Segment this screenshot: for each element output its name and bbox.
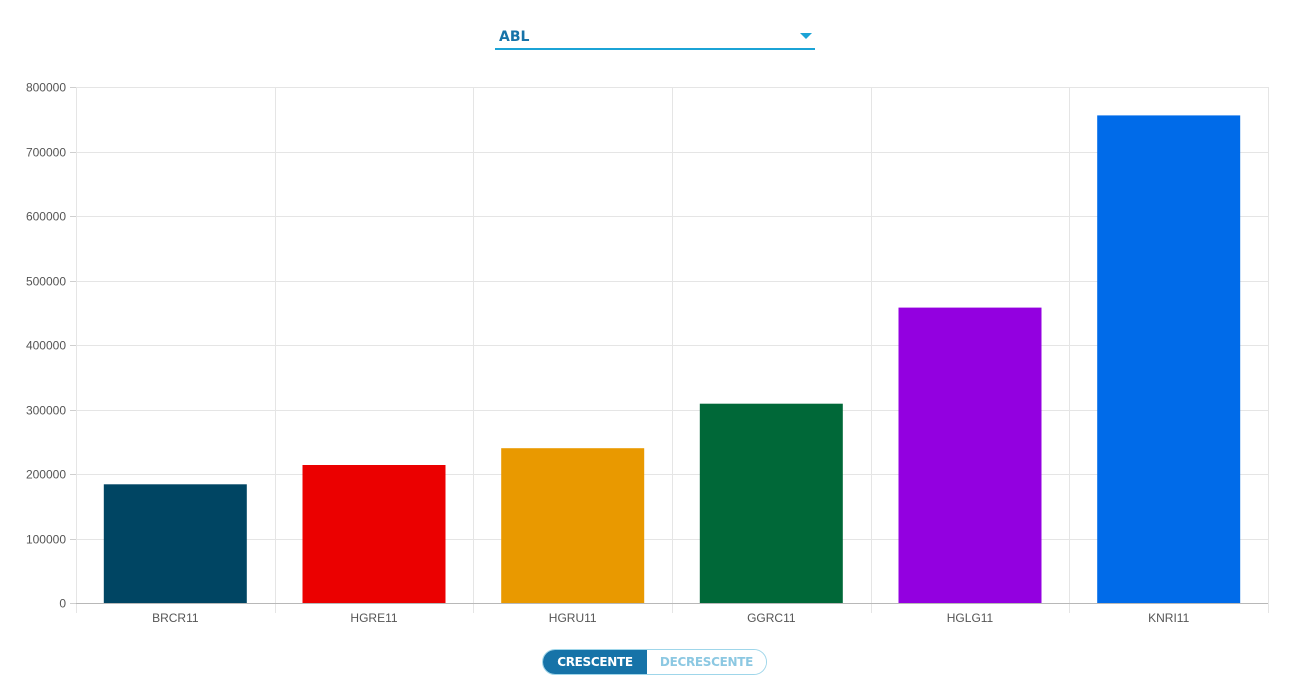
bar-chart: 0 100000 200000 300000 400000 500000 600000 700… [26, 81, 1269, 625]
bar-knri11 [1097, 115, 1241, 604]
y-tick-label: 100000 [26, 533, 66, 547]
x-tick-label: HGRE11 [350, 611, 397, 625]
x-tick-label: BRCR11 [152, 611, 199, 625]
y-tick-label: 400000 [26, 339, 66, 353]
y-tick-label: 500000 [26, 275, 66, 289]
y-tick-label: 0 [59, 597, 66, 611]
x-tick-label: HGRU11 [549, 611, 597, 625]
bar-hgru11 [501, 448, 645, 603]
bar-hglg11 [898, 307, 1042, 603]
y-tick-label: 300000 [26, 404, 66, 418]
bar-hgre11 [302, 465, 446, 603]
y-tick-label: 200000 [26, 468, 66, 482]
x-tick-label: KNRI11 [1148, 611, 1189, 625]
bar-ggrc11 [699, 403, 843, 603]
x-tick-label: GGRC11 [747, 611, 796, 625]
x-tick-label: HGLG11 [947, 611, 994, 625]
y-tick-label: 600000 [26, 210, 66, 224]
ascending-button[interactable]: CRESCENTE [543, 650, 647, 674]
y-tick-label: 700000 [26, 146, 66, 160]
sort-toggle: CRESCENTE DECRESCENTE [542, 649, 767, 675]
fund-selector-dropdown[interactable]: ABL [495, 24, 815, 50]
bar-brcr11 [103, 484, 247, 603]
selected-value: ABL [499, 29, 530, 45]
descending-button[interactable]: DECRESCENTE [647, 650, 766, 674]
y-tick-label: 800000 [26, 81, 66, 95]
caret-down-icon [800, 33, 812, 39]
